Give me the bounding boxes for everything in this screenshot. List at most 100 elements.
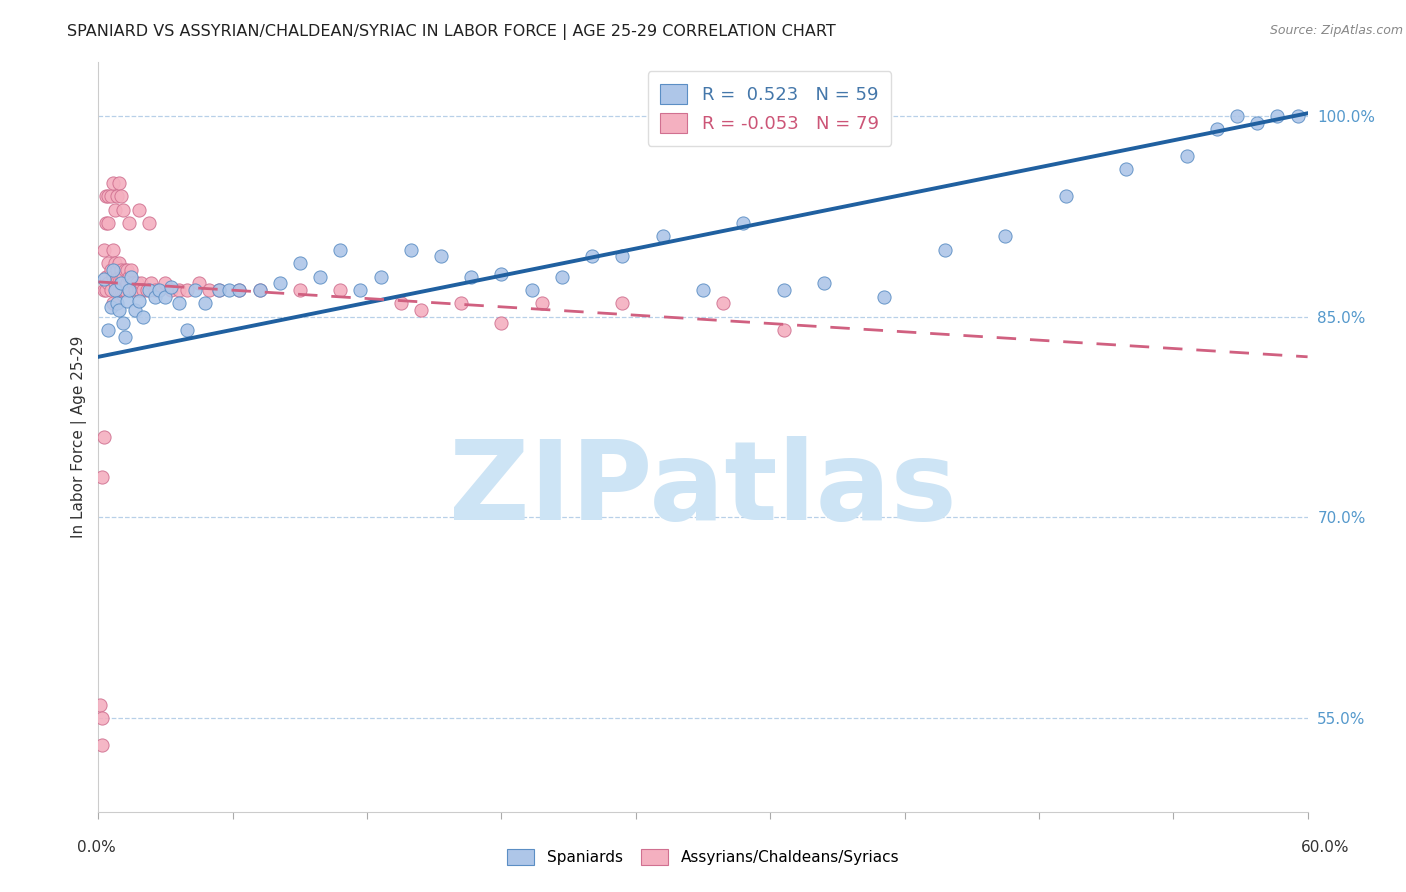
Point xyxy=(409,303,432,318)
Point xyxy=(530,296,553,310)
Point xyxy=(111,317,134,331)
Point xyxy=(110,277,132,291)
Point xyxy=(228,283,250,297)
Point xyxy=(460,269,482,284)
Point xyxy=(107,283,129,297)
Point xyxy=(101,262,124,277)
Point xyxy=(128,202,150,217)
Point xyxy=(873,290,896,304)
Point xyxy=(120,262,142,277)
Point xyxy=(107,269,129,284)
Point xyxy=(153,277,176,291)
Point xyxy=(128,293,150,308)
Point xyxy=(115,262,138,277)
Point xyxy=(249,283,271,297)
Point xyxy=(125,277,148,291)
Point xyxy=(733,216,755,230)
Point xyxy=(813,277,835,291)
Point xyxy=(93,283,115,297)
Point xyxy=(97,323,120,337)
Point xyxy=(93,243,115,257)
Point xyxy=(97,256,120,270)
Point xyxy=(1115,162,1137,177)
Point xyxy=(101,243,124,257)
Point xyxy=(612,250,634,264)
Point xyxy=(110,189,132,203)
Point xyxy=(520,283,543,297)
Point xyxy=(114,262,136,277)
Point xyxy=(100,283,122,297)
Point xyxy=(124,303,146,318)
Point xyxy=(249,283,271,297)
Point xyxy=(1226,109,1249,123)
Point xyxy=(399,243,422,257)
Point xyxy=(139,277,162,291)
Point xyxy=(100,301,122,315)
Point xyxy=(491,317,513,331)
Point xyxy=(97,189,120,203)
Point xyxy=(107,303,129,318)
Point xyxy=(228,283,250,297)
Point xyxy=(198,283,221,297)
Point xyxy=(107,256,129,270)
Point xyxy=(107,176,129,190)
Point xyxy=(370,269,392,284)
Point xyxy=(329,283,352,297)
Point xyxy=(132,310,155,324)
Text: 0.0%: 0.0% xyxy=(77,840,117,855)
Point xyxy=(491,267,513,281)
Point xyxy=(111,283,134,297)
Point xyxy=(176,283,198,297)
Point xyxy=(100,189,122,203)
Point xyxy=(208,283,231,297)
Point xyxy=(118,283,141,297)
Point xyxy=(218,283,240,297)
Text: 60.0%: 60.0% xyxy=(1302,840,1350,855)
Point xyxy=(135,283,157,297)
Point xyxy=(188,277,211,291)
Point xyxy=(97,277,120,291)
Point xyxy=(97,216,120,230)
Point xyxy=(1175,149,1198,163)
Point xyxy=(91,470,114,484)
Point xyxy=(194,296,217,310)
Point xyxy=(132,283,155,297)
Point xyxy=(148,283,170,297)
Point xyxy=(124,283,146,297)
Point xyxy=(349,283,371,297)
Point xyxy=(118,269,141,284)
Text: Source: ZipAtlas.com: Source: ZipAtlas.com xyxy=(1270,24,1403,37)
Point xyxy=(143,290,166,304)
Text: SPANIARD VS ASSYRIAN/CHALDEAN/SYRIAC IN LABOR FORCE | AGE 25-29 CORRELATION CHAR: SPANIARD VS ASSYRIAN/CHALDEAN/SYRIAC IN … xyxy=(67,24,837,40)
Legend: Spaniards, Assyrians/Chaldeans/Syriacs: Spaniards, Assyrians/Chaldeans/Syriacs xyxy=(501,843,905,871)
Point xyxy=(105,269,128,284)
Point xyxy=(772,323,794,337)
Point xyxy=(934,243,956,257)
Point xyxy=(105,262,128,277)
Point xyxy=(1206,122,1229,136)
Point xyxy=(430,250,453,264)
Point xyxy=(93,272,115,286)
Point xyxy=(103,256,125,270)
Point xyxy=(309,269,332,284)
Point xyxy=(167,283,190,297)
Point xyxy=(96,283,118,297)
Point xyxy=(93,430,115,444)
Point xyxy=(96,269,118,284)
Point xyxy=(153,290,176,304)
Point xyxy=(105,283,128,297)
Point xyxy=(121,277,143,291)
Point xyxy=(101,176,124,190)
Point xyxy=(148,283,170,297)
Point xyxy=(288,256,311,270)
Point xyxy=(103,202,125,217)
Point xyxy=(612,296,634,310)
Point xyxy=(101,296,124,310)
Point xyxy=(138,216,160,230)
Legend: R =  0.523   N = 59, R = -0.053   N = 79: R = 0.523 N = 59, R = -0.053 N = 79 xyxy=(648,71,891,145)
Point xyxy=(129,277,152,291)
Point xyxy=(111,269,134,284)
Point xyxy=(118,216,141,230)
Y-axis label: In Labor Force | Age 25-29: In Labor Force | Age 25-29 xyxy=(72,336,87,538)
Point xyxy=(103,283,125,297)
